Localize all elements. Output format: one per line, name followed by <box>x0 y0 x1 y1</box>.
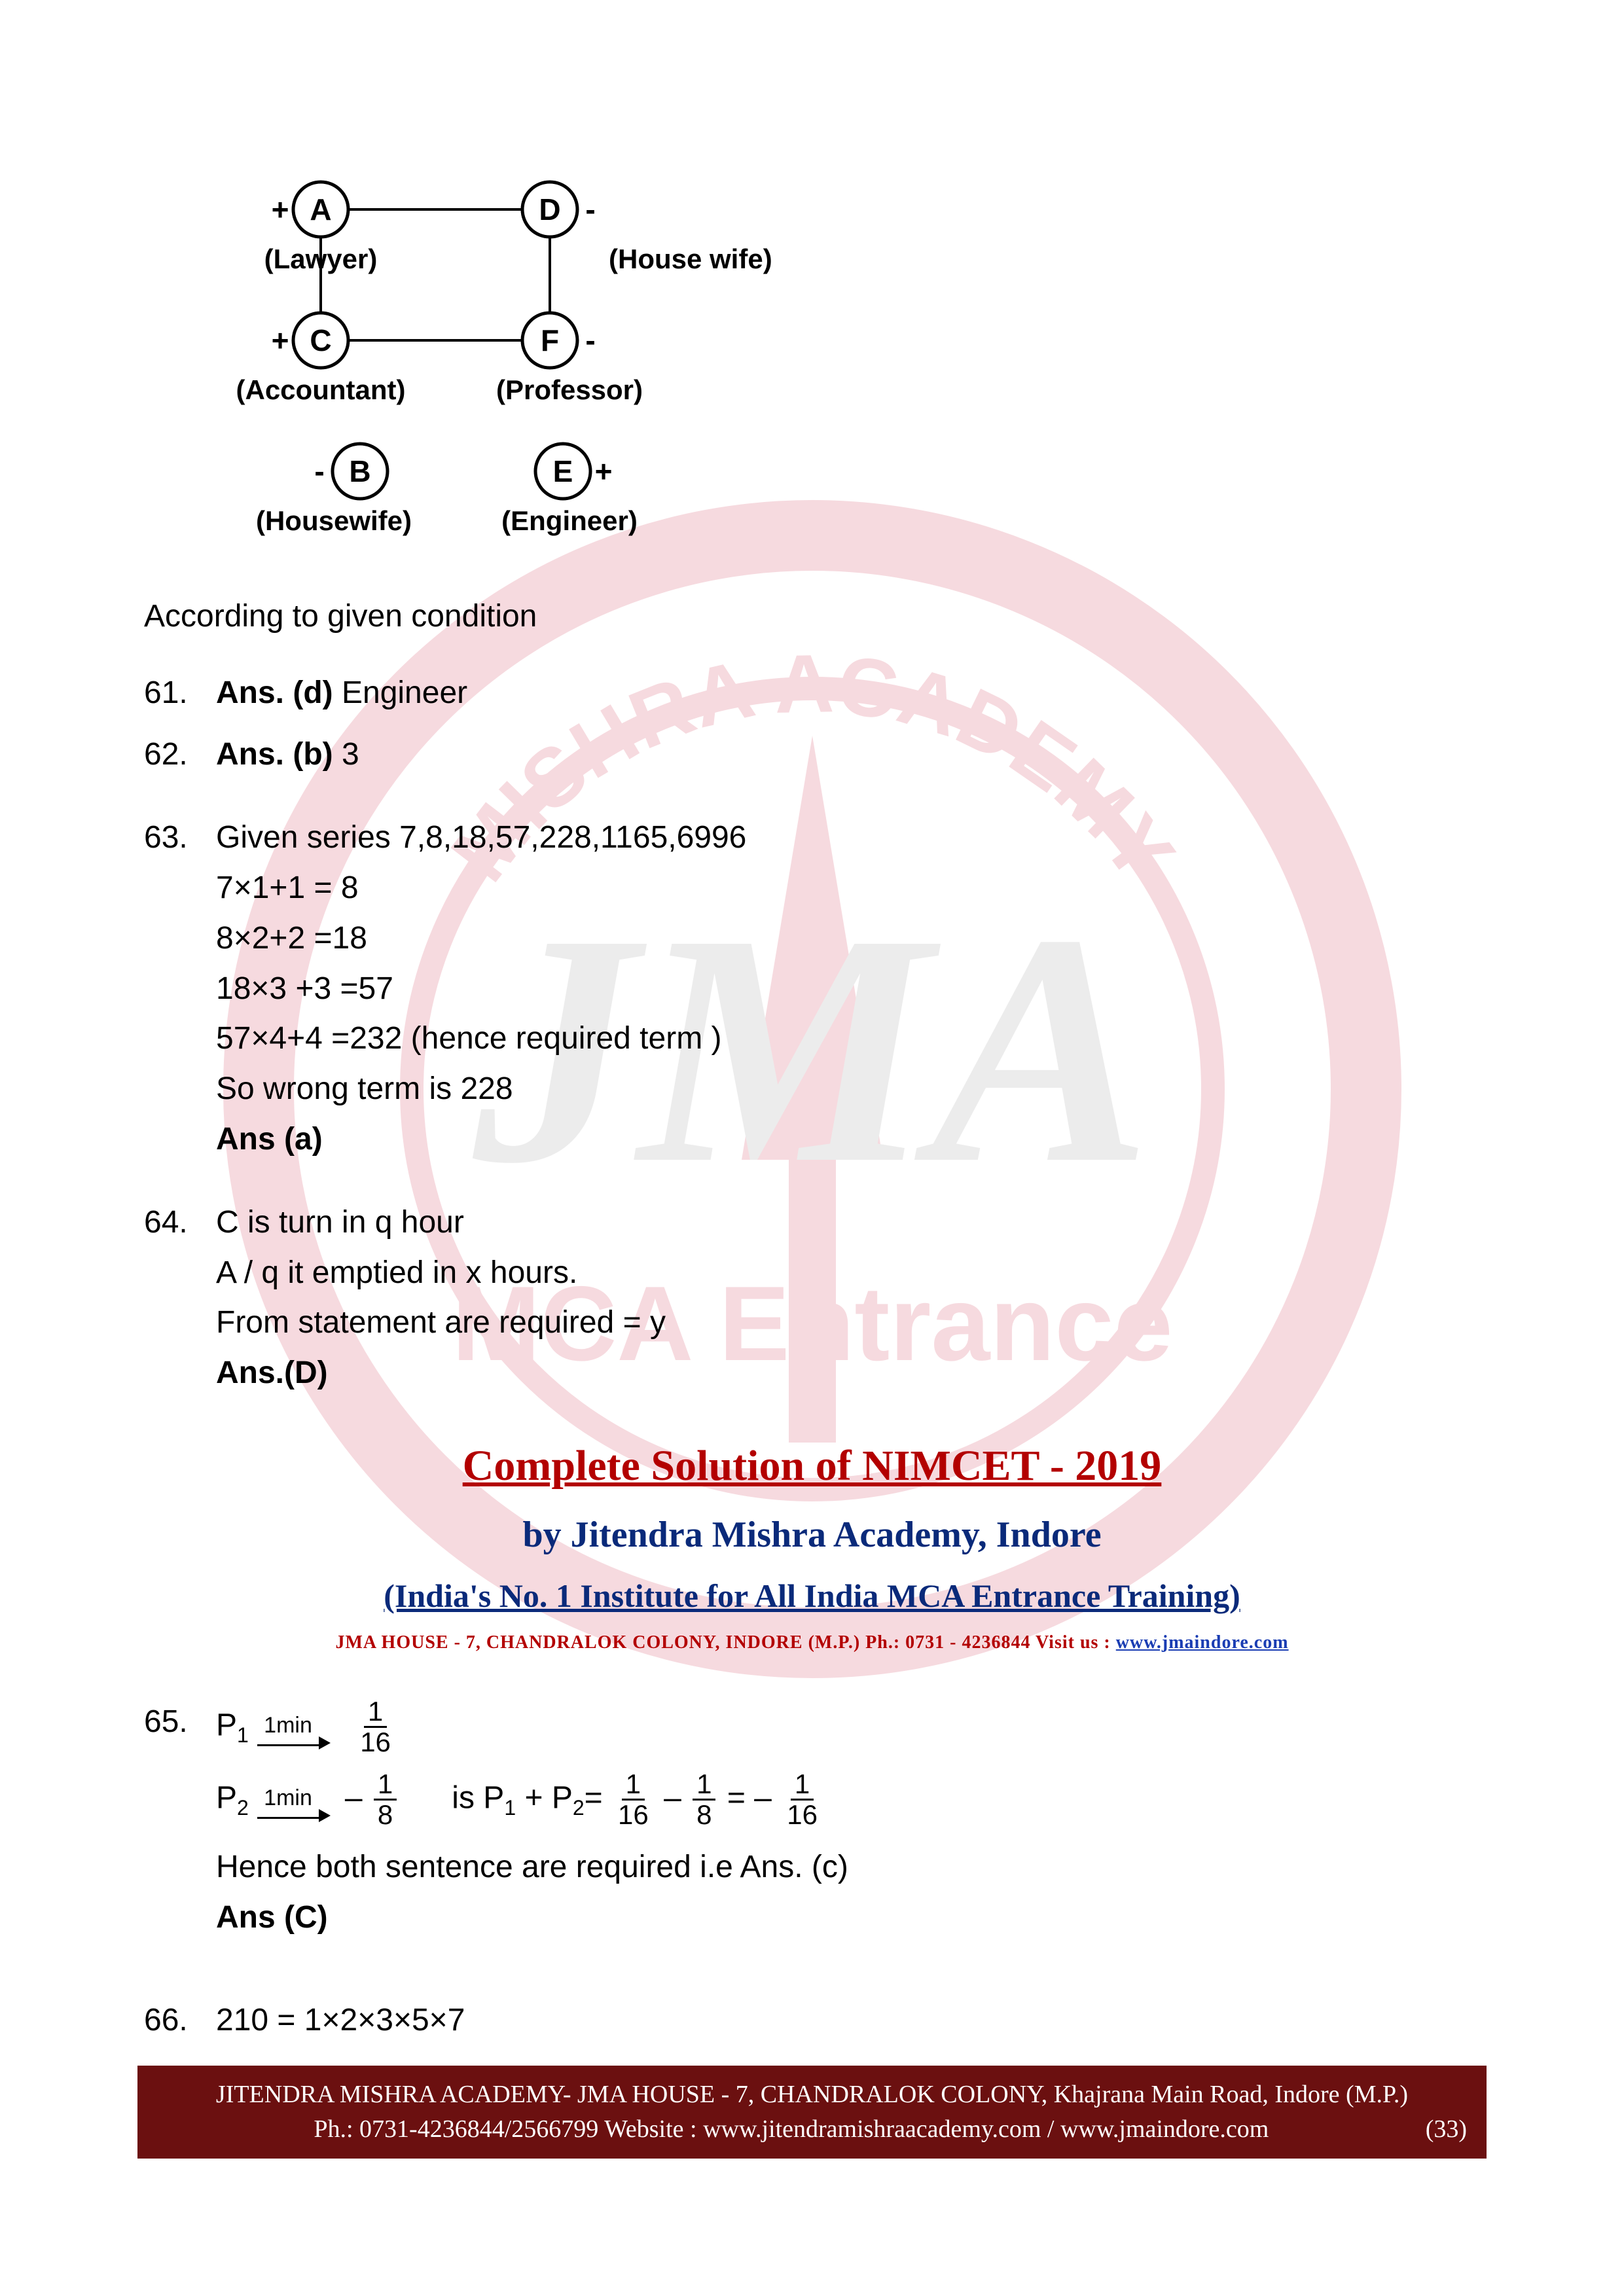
q65-concl: Hence both sentence are required i.e Ans… <box>216 1842 1480 1893</box>
q61-ans: Ans. (d) <box>216 675 333 710</box>
svg-text:-: - <box>585 192 595 226</box>
arrow-icon: 1min <box>257 1708 319 1746</box>
condition-text: According to given condition <box>144 592 1480 642</box>
svg-text:D: D <box>539 192 560 226</box>
q63: 63. Given series 7,8,18,57,228,1165,6996… <box>144 813 1480 1165</box>
q63-l6: So wrong term is 228 <box>216 1064 1480 1115</box>
q64: 64. C is turn in q hour A / q it emptied… <box>144 1198 1480 1399</box>
q66-text: 210 = 1×2×3×5×7 <box>216 1996 1480 2046</box>
page-number: (33) <box>1426 2112 1467 2147</box>
svg-text:(Engineer): (Engineer) <box>501 505 638 536</box>
svg-text:(House wife): (House wife) <box>609 243 772 274</box>
relationship-diagram: A + (Lawyer) D - (House wife) C + (Accou… <box>203 170 1480 565</box>
q61: 61. Ans. (d) Engineer <box>144 668 1480 719</box>
q65-num: 65. <box>144 1697 216 1943</box>
q63-l2: 7×1+1 = 8 <box>216 863 1480 914</box>
q62-ans: Ans. (b) <box>216 737 333 772</box>
q64-l3: From statement are required = y <box>216 1298 1480 1348</box>
svg-text:C: C <box>310 323 331 357</box>
q63-ans: Ans (a) <box>216 1115 1480 1165</box>
q64-ans: Ans.(D) <box>216 1348 1480 1399</box>
address-link[interactable]: www.jmaindore.com <box>1116 1632 1289 1653</box>
svg-text:E: E <box>553 454 573 488</box>
q65-ans: Ans (C) <box>216 1893 1480 1943</box>
heading-block: Complete Solution of NIMCET - 2019 by Ji… <box>144 1431 1480 1658</box>
q65-line1: P1 1min 116 <box>216 1697 1480 1757</box>
svg-text:+: + <box>272 323 289 357</box>
node-a: A + (Lawyer) <box>264 182 378 274</box>
node-e: E + (Engineer) <box>501 444 638 536</box>
q62-num: 62. <box>144 730 216 780</box>
svg-text:F: F <box>541 323 559 357</box>
q62: 62. Ans. (b) 3 <box>144 730 1480 780</box>
svg-text:+: + <box>272 192 289 226</box>
q63-num: 63. <box>144 813 216 1165</box>
svg-text:(Lawyer): (Lawyer) <box>264 243 378 274</box>
q61-num: 61. <box>144 668 216 719</box>
node-d: D - (House wife) <box>522 182 772 274</box>
footer-line1: JITENDRA MISHRA ACADEMY- JMA HOUSE - 7, … <box>157 2077 1467 2112</box>
q63-l5: 57×4+4 =232 (hence required term ) <box>216 1014 1480 1064</box>
q65-line2: P2 1min – 18 is P1 + P2= 116 – 18 = – 11… <box>216 1770 1480 1829</box>
q65: 65. P1 1min 116 P2 1min – 18 is P1 + P2=… <box>144 1697 1480 1943</box>
page-content: A + (Lawyer) D - (House wife) C + (Accou… <box>0 0 1624 2046</box>
node-c: C + (Accountant) <box>236 313 406 405</box>
answers-61-62: 61. Ans. (d) Engineer 62. Ans. (b) 3 <box>144 668 1480 781</box>
footer-line2: Ph.: 0731-4236844/2566799 Website : www.… <box>157 2112 1467 2147</box>
svg-text:A: A <box>310 192 331 226</box>
q64-num: 64. <box>144 1198 216 1399</box>
q63-l1: Given series 7,8,18,57,228,1165,6996 <box>216 813 1480 863</box>
svg-text:(Professor): (Professor) <box>496 374 643 405</box>
node-b: B - (Housewife) <box>256 444 412 536</box>
svg-text:+: + <box>595 454 613 488</box>
q66: 66. 210 = 1×2×3×5×7 <box>144 1996 1480 2046</box>
q61-text: Engineer <box>342 675 467 710</box>
q63-l4: 18×3 +3 =57 <box>216 964 1480 1014</box>
svg-text:-: - <box>314 454 324 488</box>
page-footer: JITENDRA MISHRA ACADEMY- JMA HOUSE - 7, … <box>137 2066 1487 2159</box>
tagline: (India's No. 1 Institute for All India M… <box>144 1570 1480 1622</box>
node-f: F - (Professor) <box>496 313 643 405</box>
svg-text:(Accountant): (Accountant) <box>236 374 406 405</box>
q63-l3: 8×2+2 =18 <box>216 914 1480 964</box>
arrow-icon: 1min <box>257 1780 319 1819</box>
address-line: JMA HOUSE - 7, CHANDRALOK COLONY, INDORE… <box>144 1628 1480 1658</box>
diagram-svg: A + (Lawyer) D - (House wife) C + (Accou… <box>203 170 792 550</box>
address-text: JMA HOUSE - 7, CHANDRALOK COLONY, INDORE… <box>335 1632 1115 1653</box>
svg-text:(Housewife): (Housewife) <box>256 505 412 536</box>
svg-text:-: - <box>585 323 595 357</box>
q64-l1: C is turn in q hour <box>216 1198 1480 1248</box>
subtitle: by Jitendra Mishra Academy, Indore <box>144 1506 1480 1565</box>
q64-l2: A / q it emptied in x hours. <box>216 1248 1480 1299</box>
q62-text: 3 <box>342 737 359 772</box>
main-title: Complete Solution of NIMCET - 2019 <box>144 1431 1480 1501</box>
q66-num: 66. <box>144 1996 216 2046</box>
svg-text:B: B <box>349 454 370 488</box>
